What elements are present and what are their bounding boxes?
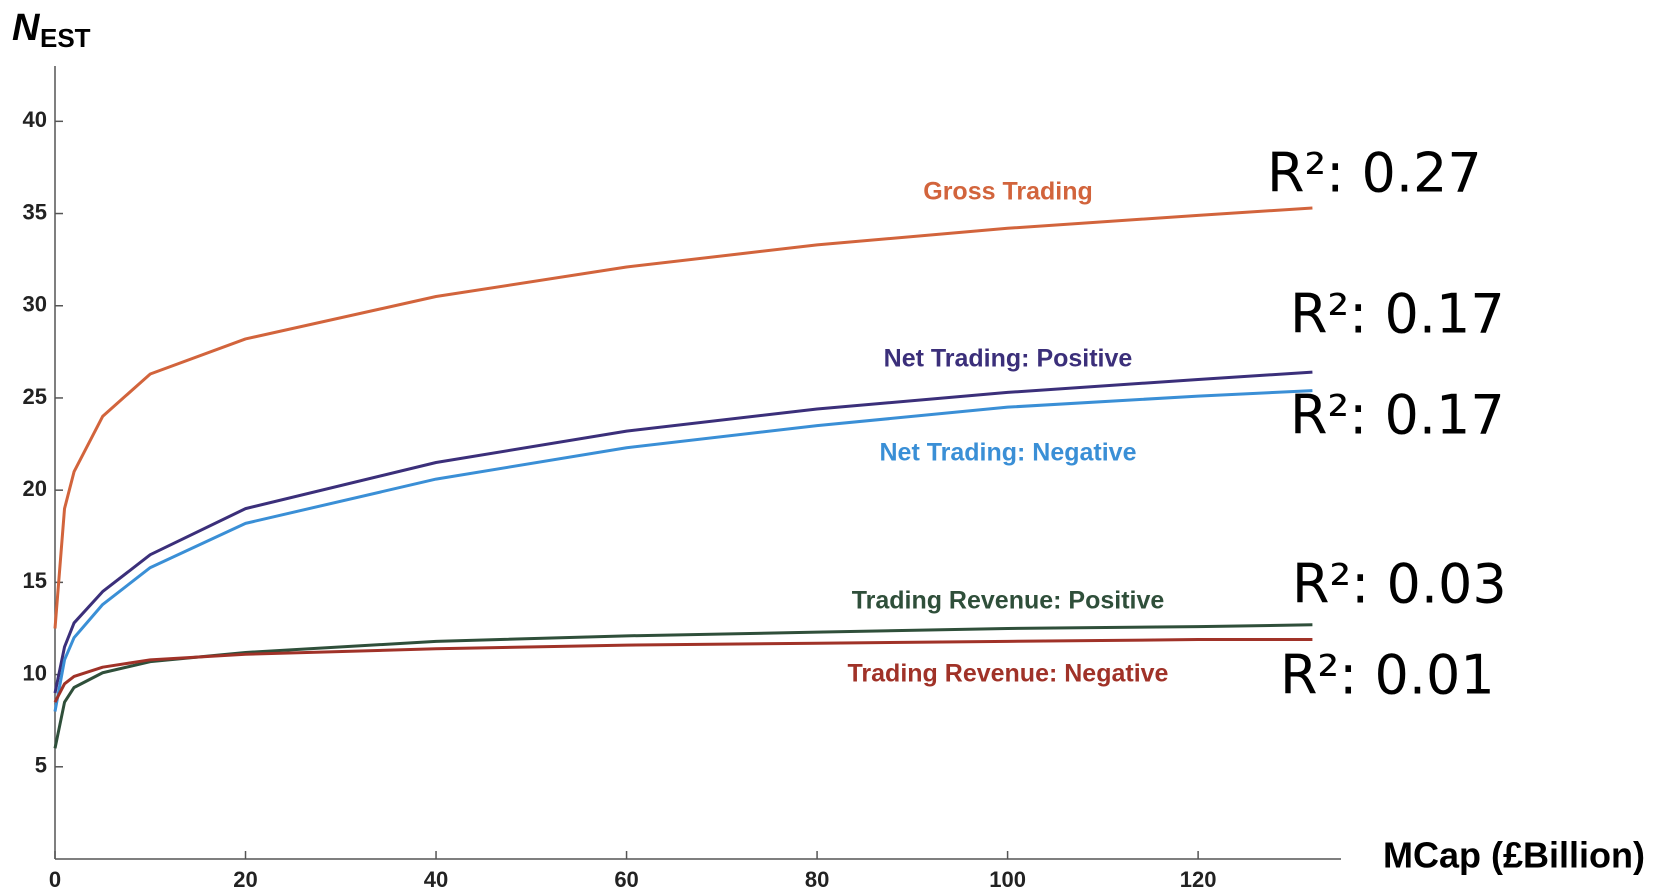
x-tick-label: 0: [49, 867, 61, 888]
y-tick-label: 40: [23, 107, 47, 132]
y-tick-label: 15: [23, 568, 47, 593]
x-axis-label: MCap (£Billion): [1383, 835, 1645, 876]
y-axis-label-sub: EST: [40, 23, 91, 53]
series-label: Gross Trading: [923, 178, 1092, 206]
r-squared-annotation: R²: 0.27: [1267, 142, 1482, 205]
x-tick-label: 120: [1180, 867, 1217, 888]
x-tick-label: 20: [233, 867, 257, 888]
series-line: [53, 389, 1313, 712]
r-squared-annotation: R²: 0.17: [1290, 384, 1505, 447]
series-label: Trading Revenue: Positive: [852, 587, 1165, 615]
x-tick-label: 100: [989, 867, 1026, 888]
r-squared-annotation: R²: 0.17: [1290, 283, 1505, 346]
y-tick-label: 10: [23, 660, 47, 685]
series-line: [53, 623, 1313, 749]
y-tick-label: 5: [35, 753, 47, 778]
x-tick-label: 60: [614, 867, 638, 888]
series-line: [53, 370, 1313, 694]
series-line: [53, 206, 1313, 629]
r-squared-annotation: R²: 0.01: [1280, 644, 1495, 707]
series-label: Net Trading: Positive: [884, 345, 1133, 373]
series-label: Net Trading: Negative: [880, 439, 1137, 467]
y-tick-label: 25: [23, 384, 47, 409]
r-squared-annotation: R²: 0.03: [1292, 553, 1507, 616]
y-tick-label: 20: [23, 476, 47, 501]
y-axis-label: N: [12, 7, 41, 49]
series-line: [53, 638, 1313, 703]
y-tick-label: 30: [23, 292, 47, 317]
x-tick-label: 40: [424, 867, 448, 888]
y-tick-label: 35: [23, 199, 47, 224]
series-label: Trading Revenue: Negative: [848, 660, 1169, 688]
x-tick-label: 80: [805, 867, 829, 888]
